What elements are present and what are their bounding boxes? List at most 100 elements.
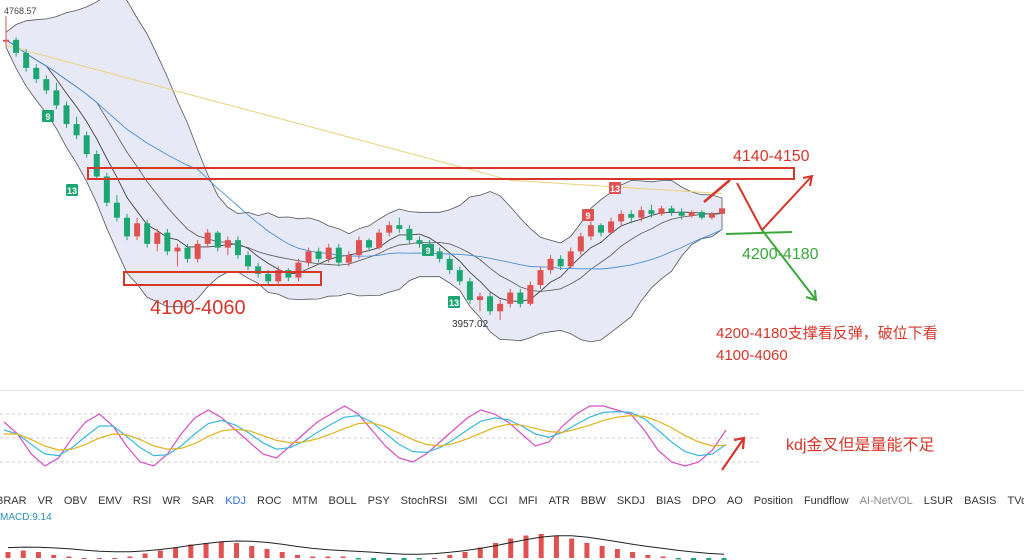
tab-brar[interactable]: BRAR xyxy=(0,495,27,507)
price-chart[interactable]: 4768.57 3957.02 9 13 9 13 9 13 4140-4150 4200-418… xyxy=(0,0,1024,392)
tab-sar[interactable]: SAR xyxy=(191,495,215,507)
tab-bias[interactable]: BIAS xyxy=(655,495,682,507)
candle xyxy=(83,131,90,158)
candle-body xyxy=(214,232,221,248)
macd-bar xyxy=(569,538,575,558)
tab-emv[interactable]: EMV xyxy=(98,495,122,507)
candle-body xyxy=(63,105,70,125)
signal-badge: 13 xyxy=(448,296,460,308)
tab-lsur[interactable]: LSUR xyxy=(923,495,954,507)
tab-kdj[interactable]: KDJ xyxy=(225,495,246,507)
macd-bar xyxy=(432,558,438,559)
tab-fundflow[interactable]: Fundflow xyxy=(803,495,849,507)
kdj-arrow xyxy=(721,436,746,471)
tab-wr[interactable]: WR xyxy=(162,495,181,507)
candle-body xyxy=(275,270,282,282)
tab-stochrsi[interactable]: StochRSI xyxy=(400,495,448,507)
tab-boll[interactable]: BOLL xyxy=(328,495,357,507)
tab-atr[interactable]: ATR xyxy=(548,495,570,507)
candle-body xyxy=(234,240,241,256)
low-price-label: 3957.02 xyxy=(452,319,489,330)
candle xyxy=(567,247,574,269)
candle-body xyxy=(376,232,383,248)
macd-bar xyxy=(96,558,102,559)
up-arrow-short xyxy=(703,179,731,203)
candle-body xyxy=(567,251,574,267)
candle xyxy=(688,210,695,218)
signal-badge: 9 xyxy=(422,244,434,256)
candle-body xyxy=(527,285,534,304)
candle xyxy=(93,150,100,181)
candle xyxy=(144,219,151,248)
candle-body xyxy=(547,258,554,271)
tab-smi[interactable]: SMI xyxy=(458,495,478,507)
tab-ao[interactable]: AO xyxy=(726,495,743,507)
tab-roc[interactable]: ROC xyxy=(257,495,282,507)
macd-bar xyxy=(218,541,224,558)
candle xyxy=(305,247,312,267)
candle-body xyxy=(184,247,191,259)
tab-ai-netvol[interactable]: AI-NetVOL xyxy=(859,495,913,507)
tab-bbw[interactable]: BBW xyxy=(580,495,606,507)
signal-badge-text: 13 xyxy=(67,186,77,196)
tab-dpo[interactable]: DPO xyxy=(692,495,716,507)
macd-bar xyxy=(645,555,651,558)
macd-bar xyxy=(538,534,544,558)
signal-badge: 9 xyxy=(582,209,594,221)
macd-bar xyxy=(127,556,133,558)
resistance-zone-box xyxy=(87,167,795,180)
candle-body xyxy=(113,202,120,218)
tab-obv[interactable]: OBV xyxy=(63,495,88,507)
candle xyxy=(577,232,584,256)
signal-badge: 13 xyxy=(66,184,78,196)
ma-long-line xyxy=(5,44,723,195)
candle-body xyxy=(386,225,393,233)
macd-bar xyxy=(173,547,179,558)
lower-zone-box xyxy=(123,271,322,286)
signal-badge-text: 9 xyxy=(425,246,430,256)
candle-body xyxy=(345,255,352,263)
candle-body xyxy=(315,251,322,259)
macd-bar xyxy=(325,556,331,558)
candle-body xyxy=(557,258,564,267)
tab-mfi[interactable]: MFI xyxy=(518,495,538,507)
candle-body xyxy=(73,124,80,136)
candle xyxy=(73,116,80,140)
high-price-label: 4768.57 xyxy=(4,6,37,16)
candle-body xyxy=(154,232,161,244)
tab-tvolume[interactable]: TVolume xyxy=(1007,495,1024,507)
candle-body xyxy=(103,176,110,203)
candle xyxy=(708,212,715,220)
tab-rsi[interactable]: RSI xyxy=(132,495,152,507)
tab-cci[interactable]: CCI xyxy=(488,495,508,507)
macd-bar xyxy=(721,558,727,560)
analysis-note-line1: 4200-4180支撑看反弹，破位下看 xyxy=(716,325,938,342)
tab-position[interactable]: Position xyxy=(753,495,793,507)
tab-vr[interactable]: VR xyxy=(37,495,53,507)
candle-body xyxy=(507,292,514,304)
macd-bar xyxy=(584,543,590,558)
macd-bar xyxy=(477,547,483,558)
tab-skdj[interactable]: SKDJ xyxy=(616,495,645,507)
macd-bar xyxy=(157,550,163,558)
candle-body xyxy=(396,225,403,229)
signal-badge-text: 9 xyxy=(45,112,50,122)
tab-psy[interactable]: PSY xyxy=(367,495,390,507)
candle-body xyxy=(618,213,625,222)
macd-bar xyxy=(355,558,361,560)
candle xyxy=(456,266,463,286)
candle-body xyxy=(668,208,675,213)
candle-body xyxy=(245,255,252,267)
macd-chart[interactable] xyxy=(0,524,1024,560)
candle-body xyxy=(698,212,705,218)
macd-bar xyxy=(20,550,26,558)
candle xyxy=(174,243,181,267)
candle xyxy=(678,208,685,220)
candle xyxy=(345,251,352,267)
candle-body xyxy=(497,303,504,312)
macd-bar xyxy=(401,558,407,560)
kdj-chart[interactable]: kdj金叉但是量能不足 xyxy=(0,392,1024,490)
candle-body xyxy=(466,281,473,301)
tab-basis[interactable]: BASIS xyxy=(964,495,997,507)
tab-mtm[interactable]: MTM xyxy=(292,495,318,507)
